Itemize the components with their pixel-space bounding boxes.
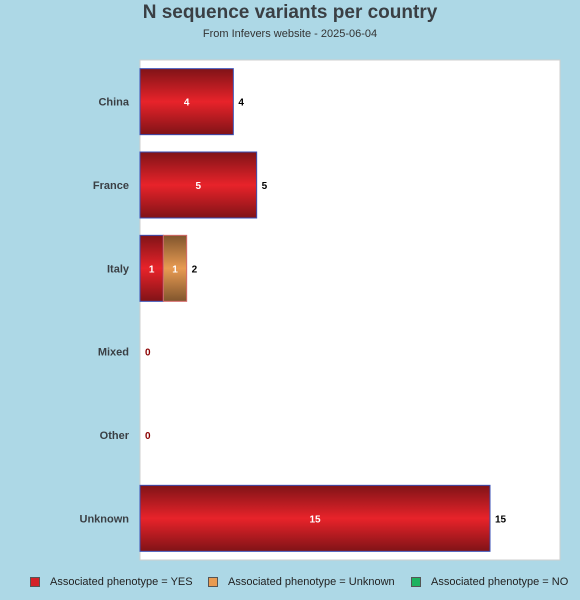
bar-value-label-china-series-0: 4 (184, 98, 190, 109)
total-label-mixed: 0 (145, 348, 151, 359)
chart-subtitle: From Infevers website - 2025-06-04 (202, 28, 378, 40)
category-label-china: China (98, 97, 129, 109)
legend-swatch-yes (30, 577, 40, 587)
bar-france-series-0[interactable] (139, 151, 258, 219)
total-label-china: 4 (238, 98, 244, 109)
total-label-italy: 2 (192, 264, 198, 275)
legend-label-no: Associated phenotype = NO (431, 576, 569, 588)
total-label-other: 0 (145, 431, 151, 442)
legend-label-yes: Associated phenotype = YES (50, 576, 193, 588)
category-label-france: France (93, 180, 129, 192)
bar-unknown-series-0[interactable] (139, 484, 491, 552)
legend-swatch-no (411, 577, 421, 587)
category-label-mixed: Mixed (98, 347, 129, 359)
total-label-unknown: 15 (495, 514, 507, 525)
bar-value-label-italy-series-1: 1 (172, 264, 178, 275)
legend-item-no[interactable]: Associated phenotype = NO (411, 576, 568, 588)
legend: Associated phenotype = YES Associated ph… (0, 576, 580, 590)
chart-title: N sequence variants per country (142, 2, 438, 23)
bar-italy-series-1[interactable] (162, 234, 188, 302)
category-label-other: Other (100, 430, 130, 442)
legend-label-unknown: Associated phenotype = Unknown (228, 576, 395, 588)
plot-area (139, 59, 561, 561)
bar-china-series-0[interactable] (139, 68, 234, 136)
bar-value-label-italy-series-0: 1 (149, 264, 155, 275)
legend-swatch-unknown (208, 577, 218, 587)
bar-value-label-unknown-series-0: 15 (309, 514, 321, 525)
bar-value-label-france-series-0: 5 (196, 181, 202, 192)
legend-item-unknown[interactable]: Associated phenotype = Unknown (208, 576, 395, 588)
category-label-unknown: Unknown (80, 513, 130, 525)
category-label-italy: Italy (107, 263, 130, 275)
total-label-france: 5 (262, 181, 268, 192)
legend-item-yes[interactable]: Associated phenotype = YES (30, 576, 193, 588)
